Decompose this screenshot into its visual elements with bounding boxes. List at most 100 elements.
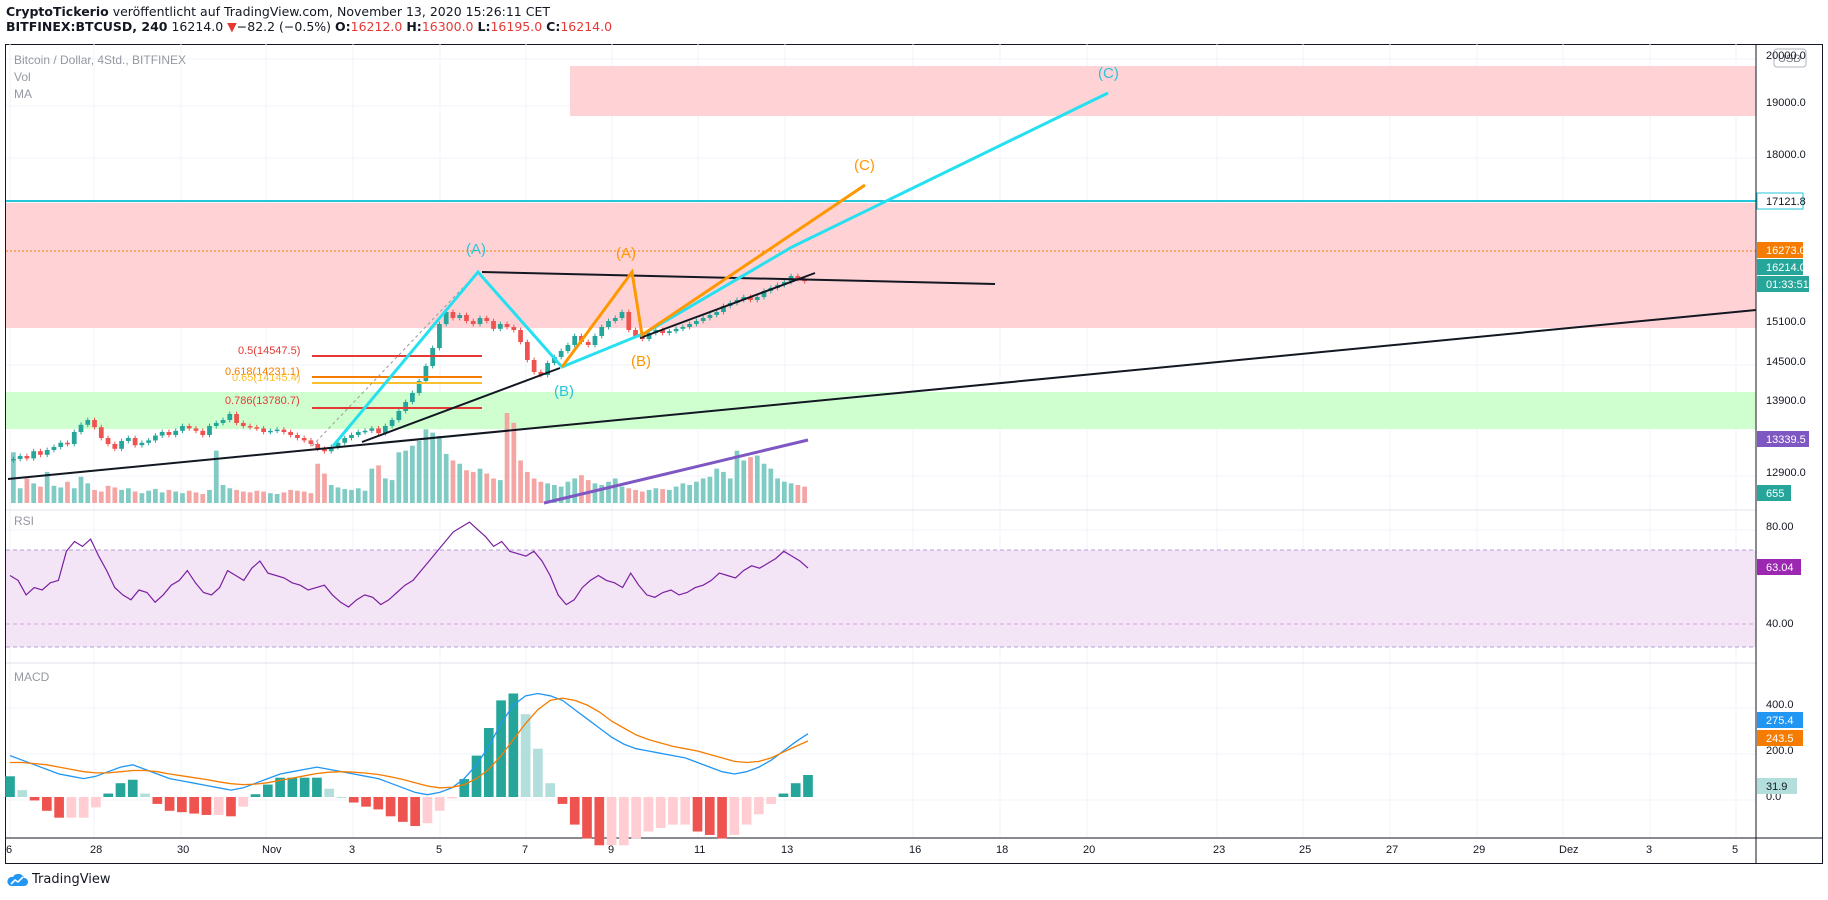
volume-bar [761, 463, 767, 503]
macd-histogram [5, 693, 813, 846]
candle-body [464, 315, 469, 321]
volume-bar [781, 481, 787, 503]
macd-hist-bar [680, 797, 691, 825]
candle-body [646, 333, 652, 339]
macd-hist-bar [422, 797, 433, 824]
candle-body [369, 428, 375, 431]
price-tick-18000: 18000.0 [1766, 149, 1806, 161]
macd-hist-bar [5, 776, 15, 797]
macd-hist-bar [103, 793, 114, 797]
candle-body [524, 342, 530, 360]
macd-hist-bar [496, 700, 506, 797]
candles [11, 273, 807, 463]
badge-countdown-text: 01:33:51 [1766, 279, 1809, 291]
badge-655-text: 655 [1766, 488, 1784, 500]
signal-line [10, 697, 809, 789]
orange-wave-c: (C) [854, 157, 875, 174]
resistance-zone-main [6, 203, 1756, 328]
publisher[interactable]: CryptoTickerio [6, 4, 109, 19]
volume-bar [653, 488, 659, 503]
badge-13339-text: 13339.5 [1766, 434, 1806, 446]
volume-bar [322, 473, 327, 503]
time-tick-17: Dez [1559, 844, 1579, 856]
candle-body [694, 321, 699, 324]
volume-bar [166, 489, 172, 503]
volume-bar [457, 463, 463, 503]
candle-body [673, 328, 679, 332]
volume-bar [51, 485, 57, 503]
candle-body [606, 321, 611, 327]
low-label: L: [477, 19, 491, 34]
macd-hist-bar [471, 755, 482, 797]
macd-hist-bar [704, 797, 715, 835]
high-value: 16300.0 [421, 19, 474, 34]
candle-body [626, 312, 632, 330]
candle-body [274, 429, 280, 432]
candle-body [423, 366, 429, 381]
candle-body [31, 451, 37, 459]
price-tick-20000: 20000.0 [1766, 50, 1806, 62]
volume-bar [308, 493, 314, 503]
candle-body [125, 438, 131, 441]
time-tick-0: 6 [6, 844, 12, 856]
badge-655 [1757, 485, 1791, 501]
volume-bar [335, 487, 341, 503]
macd-hist-bar [434, 797, 445, 811]
fib-label-0618: 0.618(14231.1) [225, 366, 300, 378]
volume-bar [281, 492, 287, 503]
close-label: C: [546, 19, 561, 34]
rsi-tick-80: 80.00 [1766, 521, 1794, 533]
volume-bar [146, 490, 152, 503]
volume-bar [328, 485, 334, 503]
candle-body [132, 438, 138, 446]
badge-hist [1757, 778, 1797, 794]
time-tick-14: 25 [1299, 844, 1311, 856]
macd-hist-bar [373, 797, 384, 810]
resistance-zone-upper [570, 66, 1756, 116]
candle-body [565, 345, 571, 351]
header-line-1: CryptoTickerio veröffentlicht auf Tradin… [6, 4, 612, 19]
volume-bar [552, 485, 557, 503]
macd-line [9, 692, 809, 796]
candle-body [700, 318, 706, 321]
volume-bar [734, 450, 740, 503]
symbol-label[interactable]: BITFINEX:BTCUSD, 240 [6, 19, 168, 34]
candle-body [234, 414, 239, 423]
macd-hist-bar [631, 797, 641, 839]
cyan-wave-b: (B) [554, 383, 574, 400]
price-change: −82.2 (−0.5%) [236, 19, 332, 34]
volume-trendline [543, 438, 809, 505]
badge-signal [1757, 730, 1803, 746]
candle-body [761, 291, 767, 297]
volume-bar [227, 488, 233, 503]
candle-body [511, 327, 517, 330]
high-label: H: [406, 19, 422, 34]
macd-hist-bar [115, 783, 126, 797]
volume-bar [315, 463, 321, 503]
volume-bar [31, 483, 37, 503]
volume-bar [633, 489, 638, 503]
brand-footer[interactable]: TradingView [6, 872, 111, 887]
candle-body [754, 297, 760, 300]
chart-frame[interactable] [5, 44, 1823, 864]
macd-hist-bar [459, 779, 470, 797]
time-tick-8: 11 [694, 844, 705, 856]
candle-body [633, 330, 638, 336]
volume-bar [775, 478, 780, 503]
price-tick-15100: 15100.0 [1766, 316, 1806, 328]
volume-bar [132, 491, 138, 503]
macd-hist-bar [312, 777, 322, 797]
candle-body [247, 426, 253, 428]
candle-body [71, 432, 77, 444]
candle-body [213, 423, 219, 426]
volume-bar [369, 468, 375, 503]
macd-hist-bar [729, 797, 740, 835]
last-price: 16214.0 [171, 19, 224, 34]
macd-hist-bar [766, 797, 777, 804]
macd-hist-bar [213, 797, 224, 815]
macd-hist-bar [164, 797, 175, 811]
badge-17121 [1756, 192, 1804, 210]
volume-bar [497, 480, 503, 503]
volume-bar [748, 457, 753, 503]
